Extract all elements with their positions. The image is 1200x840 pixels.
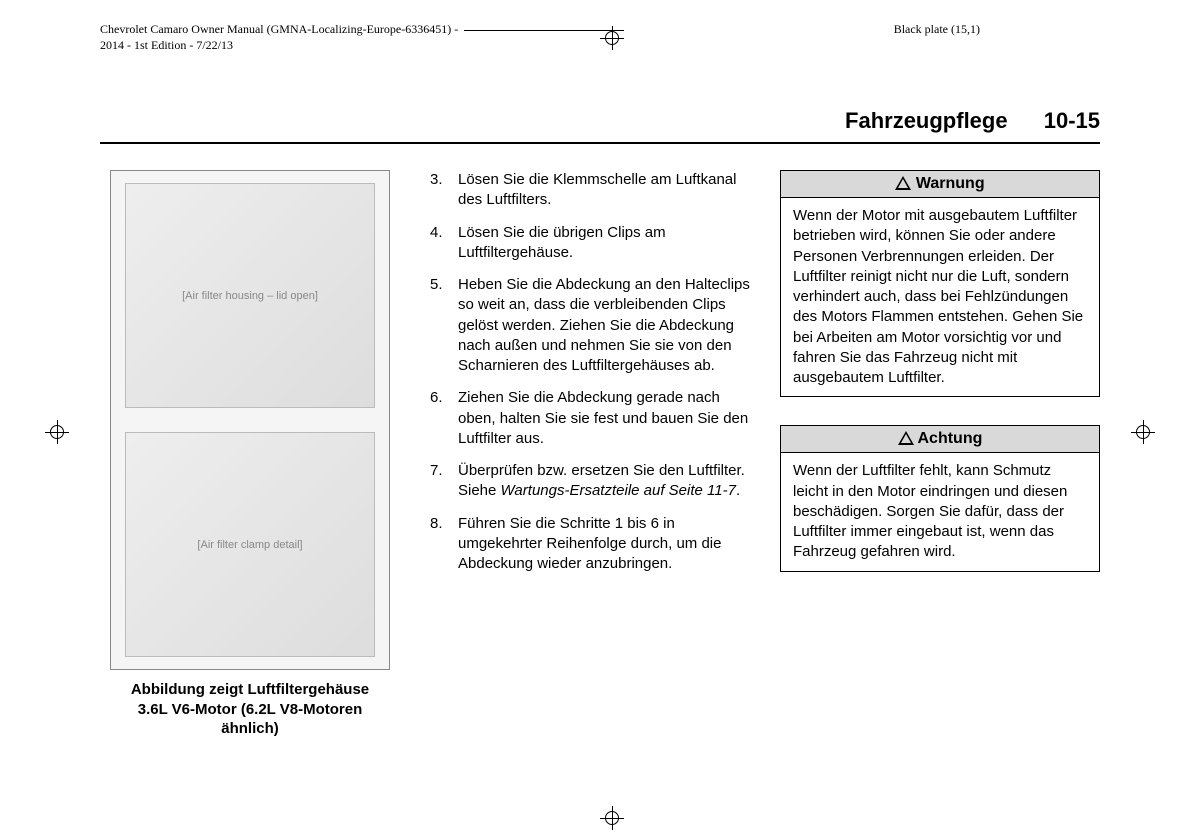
cross-reference: Wartungs-Ersatzteile auf Seite 11-7	[501, 482, 736, 499]
caution-title: Achtung	[917, 430, 982, 447]
crop-mark	[45, 420, 69, 444]
warning-header: Warnung	[781, 171, 1099, 198]
step-8: Führen Sie die Schritte 1 bis 6 in umgek…	[430, 514, 750, 575]
figure-bottom-illustration: [Air filter clamp detail]	[125, 432, 375, 656]
page-number: 10-15	[1044, 108, 1100, 133]
crop-mark	[600, 806, 624, 830]
warning-title: Warnung	[916, 175, 985, 192]
step-7: Überprüfen bzw. ersetzen Sie den Luftfil…	[430, 461, 750, 502]
caution-header: Achtung	[781, 426, 1099, 453]
meta-line-2: 2014 - 1st Edition - 7/22/13	[100, 38, 233, 52]
caution-box: Achtung Wenn der Luftfilter fehlt, kann …	[780, 425, 1100, 571]
section-title: Fahrzeugpflege	[845, 108, 1008, 133]
figure-top-illustration: [Air filter housing – lid open]	[125, 183, 375, 407]
caution-body: Wenn der Luftfilter fehlt, kann Schmutz …	[781, 453, 1099, 570]
page-header: Fahrzeugpflege 10-15	[845, 108, 1100, 134]
warning-box: Warnung Wenn der Motor mit ausgebautem L…	[780, 170, 1100, 397]
warning-body: Wenn der Motor mit ausgebautem Luftfilte…	[781, 198, 1099, 396]
header-rule	[100, 142, 1100, 144]
figure-caption: Abbildung zeigt Luftfiltergehäuse 3.6L V…	[100, 680, 400, 739]
step-6: Ziehen Sie die Abdeckung gerade nach obe…	[430, 388, 750, 449]
air-filter-figure: [Air filter housing – lid open] [Air fil…	[110, 170, 390, 670]
step-5: Heben Sie die Abdeckung an den Halteclip…	[430, 275, 750, 376]
figure-column: [Air filter housing – lid open] [Air fil…	[100, 170, 400, 739]
steps-column: Lösen Sie die Klemmschelle am Luftkanal …	[430, 170, 750, 739]
caution-icon	[898, 431, 914, 445]
crop-mark	[1131, 420, 1155, 444]
black-plate-label: Black plate (15,1)	[894, 22, 980, 37]
step-3: Lösen Sie die Klemmschelle am Luftkanal …	[430, 170, 750, 211]
warning-icon	[895, 176, 911, 190]
document-meta: Chevrolet Camaro Owner Manual (GMNA-Loca…	[100, 22, 624, 53]
step-4: Lösen Sie die übrigen Clips am Luftfilte…	[430, 223, 750, 264]
meta-line-1: Chevrolet Camaro Owner Manual (GMNA-Loca…	[100, 22, 458, 38]
callouts-column: Warnung Wenn der Motor mit ausgebautem L…	[780, 170, 1100, 739]
